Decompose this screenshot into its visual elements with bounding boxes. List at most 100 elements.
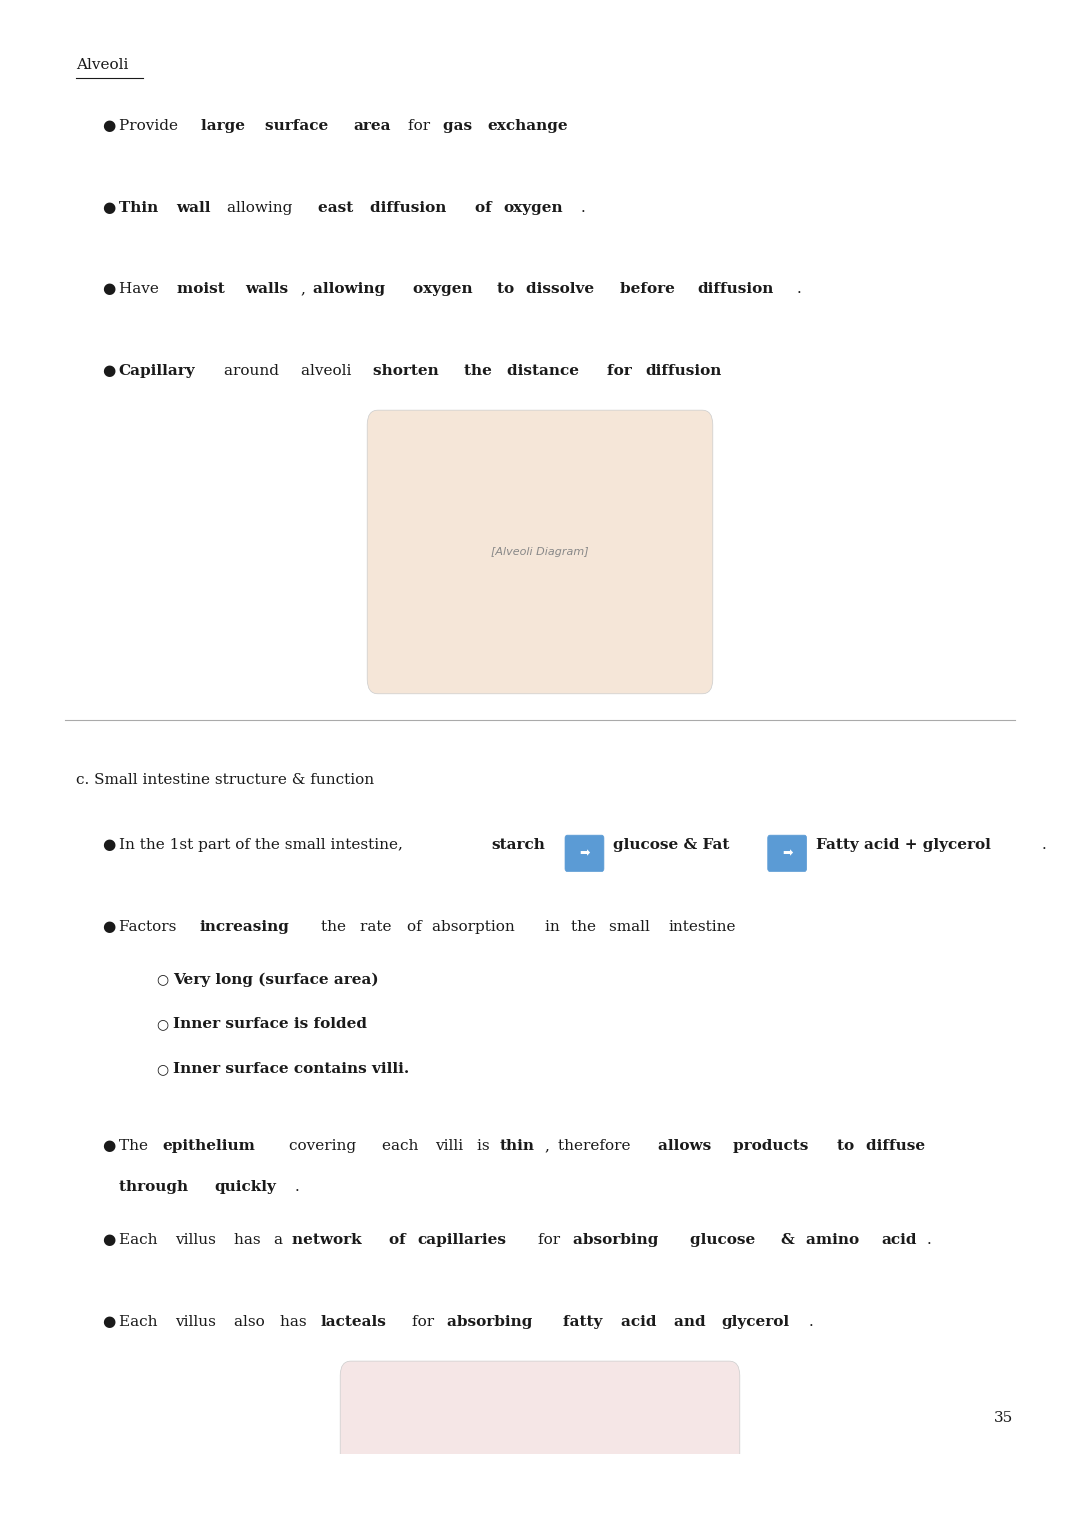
Text: dissolve: dissolve bbox=[526, 282, 599, 296]
Text: the: the bbox=[464, 363, 497, 378]
Text: area: area bbox=[353, 119, 391, 133]
Text: walls: walls bbox=[245, 282, 288, 296]
Text: a: a bbox=[274, 1234, 288, 1247]
Text: moist: moist bbox=[176, 282, 230, 296]
Text: lacteals: lacteals bbox=[321, 1315, 387, 1328]
Text: products: products bbox=[733, 1139, 813, 1153]
Text: ●: ● bbox=[103, 363, 116, 378]
Text: wall: wall bbox=[176, 201, 211, 215]
Text: for: for bbox=[607, 363, 636, 378]
Text: The: The bbox=[119, 1139, 152, 1153]
Text: around: around bbox=[224, 363, 284, 378]
Text: exchange: exchange bbox=[487, 119, 568, 133]
Text: diffusion: diffusion bbox=[370, 201, 451, 215]
Text: the: the bbox=[570, 920, 600, 933]
Text: diffusion: diffusion bbox=[645, 363, 721, 378]
Text: east: east bbox=[318, 201, 359, 215]
Text: villi: villi bbox=[435, 1139, 468, 1153]
Text: .: . bbox=[581, 201, 585, 215]
FancyBboxPatch shape bbox=[367, 410, 713, 694]
Text: Each: Each bbox=[119, 1315, 162, 1328]
Text: villus: villus bbox=[175, 1315, 220, 1328]
Text: intestine: intestine bbox=[669, 920, 735, 933]
Text: and: and bbox=[674, 1315, 711, 1328]
Text: Very long (surface area): Very long (surface area) bbox=[173, 973, 378, 987]
Text: ●: ● bbox=[103, 201, 116, 215]
Text: Provide: Provide bbox=[119, 119, 183, 133]
Text: Thin: Thin bbox=[119, 201, 163, 215]
Text: glucose: glucose bbox=[690, 1234, 760, 1247]
Text: amino: amino bbox=[806, 1234, 864, 1247]
Text: of: of bbox=[407, 920, 427, 933]
Text: is: is bbox=[477, 1139, 495, 1153]
Text: alveoli: alveoli bbox=[301, 363, 356, 378]
Text: .: . bbox=[295, 1180, 299, 1194]
Text: ●: ● bbox=[103, 920, 116, 933]
Text: &: & bbox=[781, 1234, 800, 1247]
Text: ,: , bbox=[300, 282, 310, 296]
Text: for: for bbox=[408, 119, 435, 133]
Text: ●: ● bbox=[103, 1139, 116, 1153]
Text: increasing: increasing bbox=[199, 920, 289, 933]
Text: for: for bbox=[411, 1315, 438, 1328]
Text: small: small bbox=[609, 920, 654, 933]
Text: .: . bbox=[809, 1315, 814, 1328]
Text: therefore: therefore bbox=[557, 1139, 635, 1153]
Text: ●: ● bbox=[103, 119, 116, 133]
Text: to: to bbox=[497, 282, 519, 296]
Text: for: for bbox=[539, 1234, 566, 1247]
Text: Alveoli: Alveoli bbox=[76, 58, 127, 72]
Text: c. Small intestine structure & function: c. Small intestine structure & function bbox=[76, 773, 374, 787]
Text: large: large bbox=[201, 119, 251, 133]
Text: absorbing: absorbing bbox=[573, 1234, 664, 1247]
Text: covering: covering bbox=[288, 1139, 361, 1153]
Text: ○: ○ bbox=[157, 1061, 168, 1077]
Text: absorption: absorption bbox=[432, 920, 519, 933]
Text: quickly: quickly bbox=[215, 1180, 276, 1194]
Text: capillaries: capillaries bbox=[417, 1234, 507, 1247]
Text: glycerol: glycerol bbox=[721, 1315, 789, 1328]
Text: each: each bbox=[381, 1139, 422, 1153]
FancyBboxPatch shape bbox=[340, 1362, 740, 1525]
Text: allowing: allowing bbox=[227, 201, 297, 215]
Text: of: of bbox=[475, 201, 497, 215]
Text: epithelium: epithelium bbox=[162, 1139, 255, 1153]
Text: Capillary: Capillary bbox=[119, 363, 195, 378]
Text: surface: surface bbox=[265, 119, 334, 133]
Text: allowing: allowing bbox=[313, 282, 391, 296]
Text: also: also bbox=[233, 1315, 269, 1328]
Text: fatty: fatty bbox=[564, 1315, 608, 1328]
Text: ➡: ➡ bbox=[782, 846, 793, 860]
Text: Inner surface contains villi.: Inner surface contains villi. bbox=[173, 1061, 409, 1077]
Text: to: to bbox=[837, 1139, 860, 1153]
Text: gas: gas bbox=[443, 119, 477, 133]
Text: Fatty acid + glycerol: Fatty acid + glycerol bbox=[816, 839, 991, 852]
Text: In the 1st part of the small intestine,: In the 1st part of the small intestine, bbox=[119, 839, 407, 852]
Text: ○: ○ bbox=[157, 973, 168, 987]
Text: starch: starch bbox=[491, 839, 545, 852]
Text: 35: 35 bbox=[994, 1411, 1013, 1426]
Text: .: . bbox=[1042, 839, 1047, 852]
Text: distance: distance bbox=[507, 363, 584, 378]
Text: thin: thin bbox=[500, 1139, 535, 1153]
FancyBboxPatch shape bbox=[565, 836, 604, 871]
Text: of: of bbox=[389, 1234, 411, 1247]
Text: Each: Each bbox=[119, 1234, 162, 1247]
Text: acid: acid bbox=[881, 1234, 917, 1247]
Text: .: . bbox=[796, 282, 801, 296]
Text: rate: rate bbox=[360, 920, 396, 933]
Text: in: in bbox=[545, 920, 565, 933]
Text: before: before bbox=[620, 282, 680, 296]
Text: Factors: Factors bbox=[119, 920, 181, 933]
Text: acid: acid bbox=[621, 1315, 662, 1328]
Text: ➡: ➡ bbox=[579, 846, 590, 860]
Text: ●: ● bbox=[103, 282, 116, 296]
Text: ,: , bbox=[545, 1139, 555, 1153]
Text: ●: ● bbox=[103, 1315, 116, 1328]
Text: has: has bbox=[280, 1315, 311, 1328]
Text: oxygen: oxygen bbox=[413, 282, 477, 296]
Text: oxygen: oxygen bbox=[503, 201, 564, 215]
Text: ●: ● bbox=[103, 1234, 116, 1247]
Text: villus: villus bbox=[175, 1234, 220, 1247]
Text: diffusion: diffusion bbox=[698, 282, 774, 296]
